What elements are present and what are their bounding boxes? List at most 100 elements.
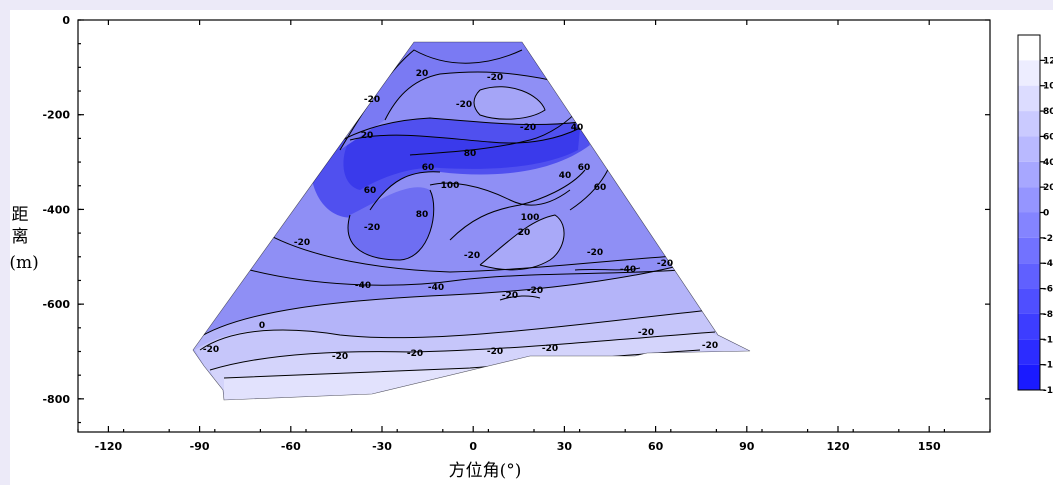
contour-label: -20 xyxy=(520,123,536,133)
contour-label: -20 xyxy=(407,349,423,359)
contour-label: -40 xyxy=(428,283,444,293)
x-tick-label: 30 xyxy=(557,440,573,453)
contour-label: -20 xyxy=(332,352,348,362)
legend-swatch xyxy=(1018,212,1040,238)
y-tick-label: -200 xyxy=(42,109,70,122)
x-tick-label: -60 xyxy=(281,440,301,453)
legend-swatch xyxy=(1018,161,1040,188)
contour-line xyxy=(499,295,541,301)
contour-label: -20 xyxy=(364,223,380,233)
contour-line xyxy=(223,349,701,379)
fill-level-neg20-a xyxy=(348,187,434,260)
contour-label: 40 xyxy=(559,171,572,181)
contour-line xyxy=(429,182,571,206)
legend-swatch xyxy=(1018,288,1040,314)
contour-label: -20 xyxy=(542,344,558,354)
legend-swatch xyxy=(1018,85,1040,112)
contour-label: -20 xyxy=(527,286,543,296)
contour-line xyxy=(574,267,641,271)
legend-swatch xyxy=(1018,187,1040,213)
legend-label: -12 xyxy=(1043,361,1053,371)
x-tick-label: -120 xyxy=(95,440,123,453)
x-axis: -120 -90 -60 -30 0 30 60 90 120 150 xyxy=(77,20,991,453)
x-tick-label: 60 xyxy=(648,440,664,453)
contour-line xyxy=(249,269,681,286)
legend-label: 100 xyxy=(1043,82,1053,92)
legend-swatch xyxy=(1018,339,1040,365)
contour-label: -20 xyxy=(587,248,603,258)
legend-swatch xyxy=(1018,60,1040,86)
y-axis-title-char-1: 距 xyxy=(12,205,29,225)
legend-swatch xyxy=(1018,364,1040,390)
y-tick-label: -400 xyxy=(42,203,70,216)
contour-label: 20 xyxy=(518,228,531,238)
x-tick-label: 150 xyxy=(918,440,941,453)
contour-label: 60 xyxy=(578,163,591,173)
fill-level-neg20-b xyxy=(340,42,550,150)
contour-label: 20 xyxy=(416,69,429,79)
contour-label: -40 xyxy=(620,265,636,275)
data-region-outline xyxy=(192,41,751,401)
contour-label: 40 xyxy=(571,123,584,133)
contour-line xyxy=(347,189,435,261)
contour-label: -20 xyxy=(464,251,480,261)
contour-label: 60 xyxy=(364,186,377,196)
x-axis-title: 方位角(°) xyxy=(449,461,522,481)
contour-label: -20 xyxy=(502,291,518,301)
legend-label: -80 xyxy=(1043,310,1053,320)
legend-swatch xyxy=(1018,35,1040,61)
contour-label: -20 xyxy=(456,100,472,110)
contour-fills xyxy=(193,42,750,400)
chart-frame: 20 -20 -20 -20 -20 20 40 60 80 100 60 60 40 60 80 100 -2… xyxy=(10,10,1053,485)
legend-label: 120 xyxy=(1043,56,1053,66)
contour-line xyxy=(369,171,441,211)
x-tick-label: -30 xyxy=(372,440,392,453)
contour-line xyxy=(409,109,579,156)
contour-label: -20 xyxy=(294,238,310,248)
contour-label: 80 xyxy=(416,210,429,220)
contour-line xyxy=(209,331,716,371)
contour-label: -20 xyxy=(487,347,503,357)
fill-level-0-b xyxy=(480,215,565,270)
contour-chart: 20 -20 -20 -20 -20 20 40 60 80 100 60 60 40 60 80 100 -2… xyxy=(10,14,1053,481)
y-tick-label: -600 xyxy=(42,298,70,311)
legend-border xyxy=(1017,34,1041,391)
y-axis-title-char-3: (m) xyxy=(10,253,39,273)
contour-line xyxy=(194,259,701,341)
contour-line xyxy=(479,214,565,271)
legend-label: 0 xyxy=(1043,209,1049,219)
x-tick-label: 0 xyxy=(469,440,477,453)
contour-label: -20 xyxy=(364,95,380,105)
legend-label: -20 xyxy=(1043,234,1053,244)
x-tick-label: 120 xyxy=(827,440,850,453)
contour-label: -20 xyxy=(638,328,654,338)
fill-level-0 xyxy=(474,86,545,120)
fill-level-80 xyxy=(224,350,700,400)
contour-label: -20 xyxy=(487,73,503,83)
contour-label: 100 xyxy=(441,181,460,191)
x-tick-label: 90 xyxy=(739,440,755,453)
legend-label: 40 xyxy=(1043,158,1053,168)
contour-label: 0 xyxy=(259,321,265,331)
legend-swatch xyxy=(1018,237,1040,264)
legend-swatch xyxy=(1018,313,1040,340)
legend-label: -14 xyxy=(1043,386,1053,396)
x-tick-label: -90 xyxy=(190,440,210,453)
legend-swatch xyxy=(1018,111,1040,137)
contour-line xyxy=(449,169,586,241)
legend-label: -10 xyxy=(1043,335,1053,345)
contour-label: 100 xyxy=(521,213,540,223)
legend-label: 80 xyxy=(1043,107,1053,117)
legend: 120 100 80 60 40 20 0 -20 -40 -60 -80 -10 -12 -14 xyxy=(1017,34,1053,396)
legend-label: -60 xyxy=(1043,285,1053,295)
legend-label: 60 xyxy=(1043,132,1053,142)
fill-level-neg60 xyxy=(343,128,580,190)
legend-swatch xyxy=(1018,136,1040,162)
contour-line xyxy=(384,71,551,121)
legend-label: 20 xyxy=(1043,183,1053,193)
contour-label: 60 xyxy=(422,163,435,173)
y-axis-title-char-2: 离 xyxy=(12,227,29,247)
y-tick-label: 0 xyxy=(62,14,70,27)
y-axis: 0-200-400-600-800 xyxy=(42,14,990,424)
